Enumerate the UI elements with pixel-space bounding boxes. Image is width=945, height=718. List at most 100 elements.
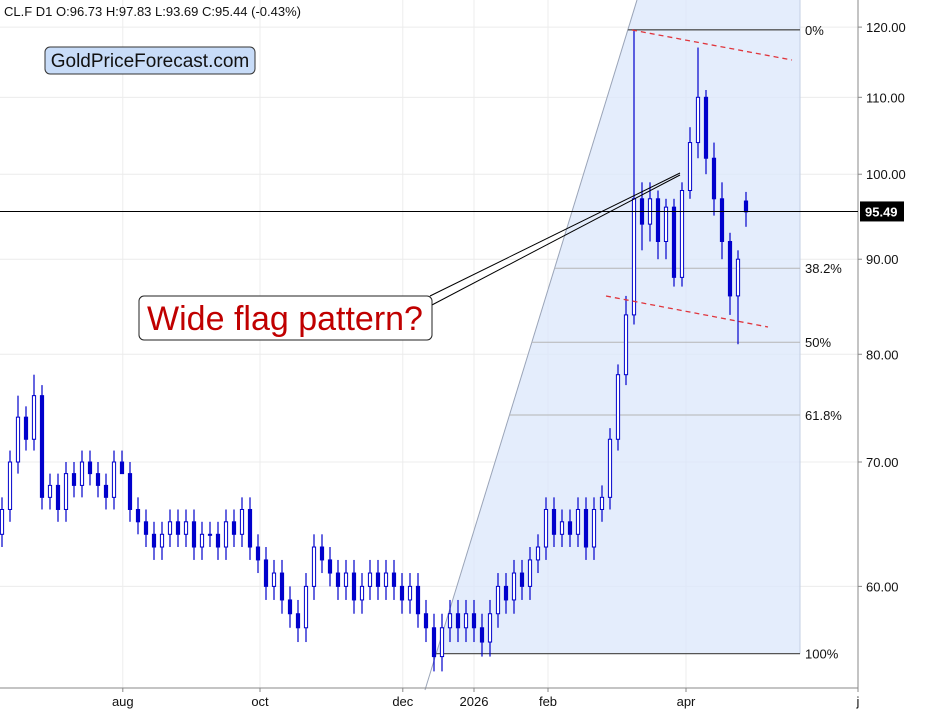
candle-body: [63, 473, 69, 510]
x-tick-label: apr: [677, 694, 696, 709]
candle-body: [727, 240, 733, 297]
candle-body: [119, 461, 125, 475]
flag-bottom-line: [605, 295, 769, 328]
candle-body: [295, 613, 301, 629]
candle-body: [591, 508, 597, 548]
fib-diagonal: [424, 0, 638, 691]
y-tick-label: 120.00: [866, 20, 906, 35]
candle-body: [535, 546, 541, 561]
leader-line: [429, 172, 681, 297]
watermark-box: [44, 46, 256, 75]
candle-body: [623, 314, 629, 376]
candle-body: [319, 546, 325, 561]
fib-label: 0%: [805, 23, 824, 38]
leader-line: [429, 174, 681, 307]
fib-label: 50%: [805, 335, 831, 350]
candle-body: [279, 572, 285, 601]
candle-body: [743, 200, 749, 213]
candle-body: [343, 572, 349, 587]
candle-body: [239, 508, 245, 535]
y-tick-label: 100.00: [866, 167, 906, 182]
y-tick-label: 60.00: [866, 579, 899, 594]
candle-body: [127, 473, 133, 510]
fib-label: 100%: [805, 647, 839, 662]
candle-body: [687, 142, 693, 192]
fib-label: 38.2%: [805, 261, 842, 276]
candle-body: [111, 461, 117, 498]
candle-body: [407, 585, 413, 601]
candle-body: [367, 572, 373, 587]
candle-body: [335, 572, 341, 587]
candle-body: [455, 613, 461, 629]
candle-body: [31, 395, 37, 440]
candle-body: [175, 521, 181, 535]
candle-body: [471, 613, 477, 629]
candle-body: [575, 508, 581, 535]
candle-body: [39, 395, 45, 498]
candle-body: [599, 496, 605, 510]
candle-body: [47, 484, 53, 498]
x-tick-label: j: [856, 694, 860, 709]
candle-body: [559, 521, 565, 535]
candle-body: [311, 546, 317, 587]
candle-body: [655, 198, 661, 242]
candle-body: [55, 484, 61, 510]
y-tick-label: 70.00: [866, 455, 899, 470]
candle-body: [327, 559, 333, 574]
watermark: GoldPriceForecast.com: [51, 51, 250, 72]
x-tick-label: 2026: [460, 694, 489, 709]
candle-body: [15, 416, 21, 463]
candle-body: [375, 572, 381, 587]
axes: 60.00 70.00 80.00 90.00 100.00 110.00 120.00 au…: [0, 0, 906, 709]
candle-body: [255, 546, 261, 561]
current-price-box: [860, 201, 904, 222]
candle-body: [223, 521, 229, 548]
candle-body: [551, 508, 557, 535]
candle-body: [183, 521, 189, 535]
candle-body: [7, 461, 13, 510]
candle-body: [159, 533, 165, 548]
candle-body: [23, 416, 29, 440]
candle-body: [703, 96, 709, 159]
candle-body: [415, 585, 421, 615]
candle-body: [95, 473, 101, 486]
candle-body: [215, 533, 221, 548]
y-tick-label: 80.00: [866, 347, 899, 362]
current-price-label: 95.49: [865, 204, 898, 219]
annotation: Wide flag pattern?: [147, 300, 423, 338]
candle-body: [711, 157, 717, 200]
x-tick-label: dec: [392, 694, 413, 709]
candle-body: [663, 206, 669, 242]
candle-body: [607, 438, 613, 498]
candle-body: [383, 572, 389, 587]
fib-label: 61.8%: [805, 408, 842, 423]
candle-body: [447, 613, 453, 629]
candle-body: [71, 473, 77, 486]
candle-body: [199, 533, 205, 548]
candle-body: [143, 521, 149, 535]
candle-body: [167, 521, 173, 535]
candle-body: [423, 613, 429, 629]
candle-body: [679, 190, 685, 278]
candle-body: [0, 508, 5, 535]
fib-shade: [436, 0, 800, 654]
candle-body: [431, 627, 437, 658]
candle-body: [103, 484, 109, 498]
candle-body: [263, 559, 269, 587]
candle-body: [351, 572, 357, 601]
y-tick-label: 110.00: [866, 90, 905, 105]
candle-body: [391, 572, 397, 587]
candle-body: [231, 521, 237, 535]
candle-body: [479, 627, 485, 643]
overlay: Wide flag pattern? GoldPriceForecast.com…: [4, 4, 793, 341]
candle-body: [135, 508, 141, 523]
candle-body: [519, 572, 525, 587]
candles: [0, 29, 749, 672]
candle-body: [399, 585, 405, 601]
candle-body: [631, 198, 637, 316]
flag-top-line: [631, 29, 793, 61]
candle-body: [79, 461, 85, 486]
candle-body: [463, 613, 469, 629]
